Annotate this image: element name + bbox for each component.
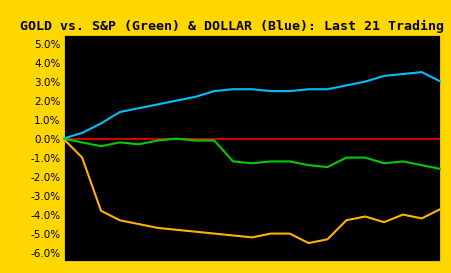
Title: GOLD vs. S&P (Green) & DOLLAR (Blue): Last 21 Trading Days: GOLD vs. S&P (Green) & DOLLAR (Blue): La… [20,20,451,33]
